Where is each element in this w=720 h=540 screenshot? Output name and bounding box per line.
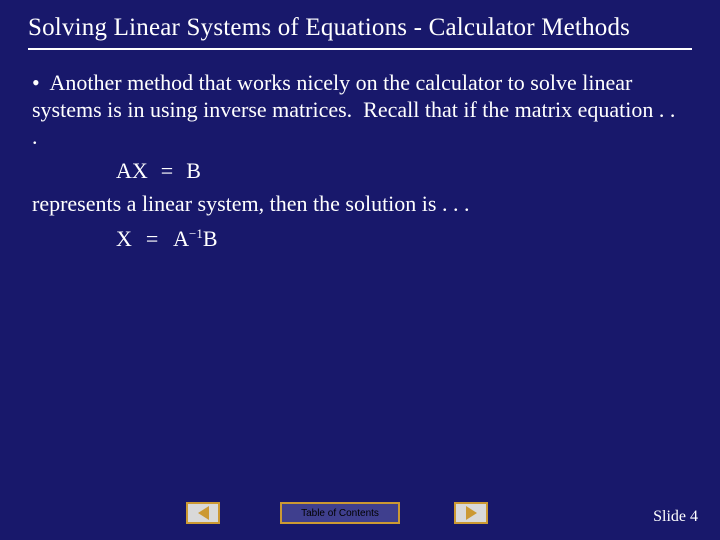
eq2-equals: = [146, 226, 158, 251]
table-of-contents-button[interactable]: Table of Contents [280, 502, 400, 524]
equation-1: AX = B [116, 158, 692, 184]
next-button[interactable] [454, 502, 488, 524]
follow-text: represents a linear system, then the sol… [28, 190, 692, 218]
eq2-a: A [173, 226, 189, 251]
slide-footer: Table of Contents [0, 494, 720, 524]
slide-title: Solving Linear Systems of Equations - Ca… [28, 14, 692, 50]
bullet-text-1: • Another method that works nicely on th… [28, 70, 692, 150]
eq1-rhs: B [186, 158, 201, 183]
prev-button[interactable] [186, 502, 220, 524]
slide-number: Slide 4 [653, 508, 698, 526]
eq2-exp: −1 [189, 226, 203, 241]
eq1-equals: = [161, 158, 173, 183]
eq1-lhs: AX [116, 158, 148, 183]
arrow-left-icon [198, 506, 209, 520]
equation-2: X = A−1B [116, 226, 692, 252]
eq2-x: X [116, 226, 132, 251]
eq2-b: B [203, 226, 218, 251]
arrow-right-icon [466, 506, 477, 520]
